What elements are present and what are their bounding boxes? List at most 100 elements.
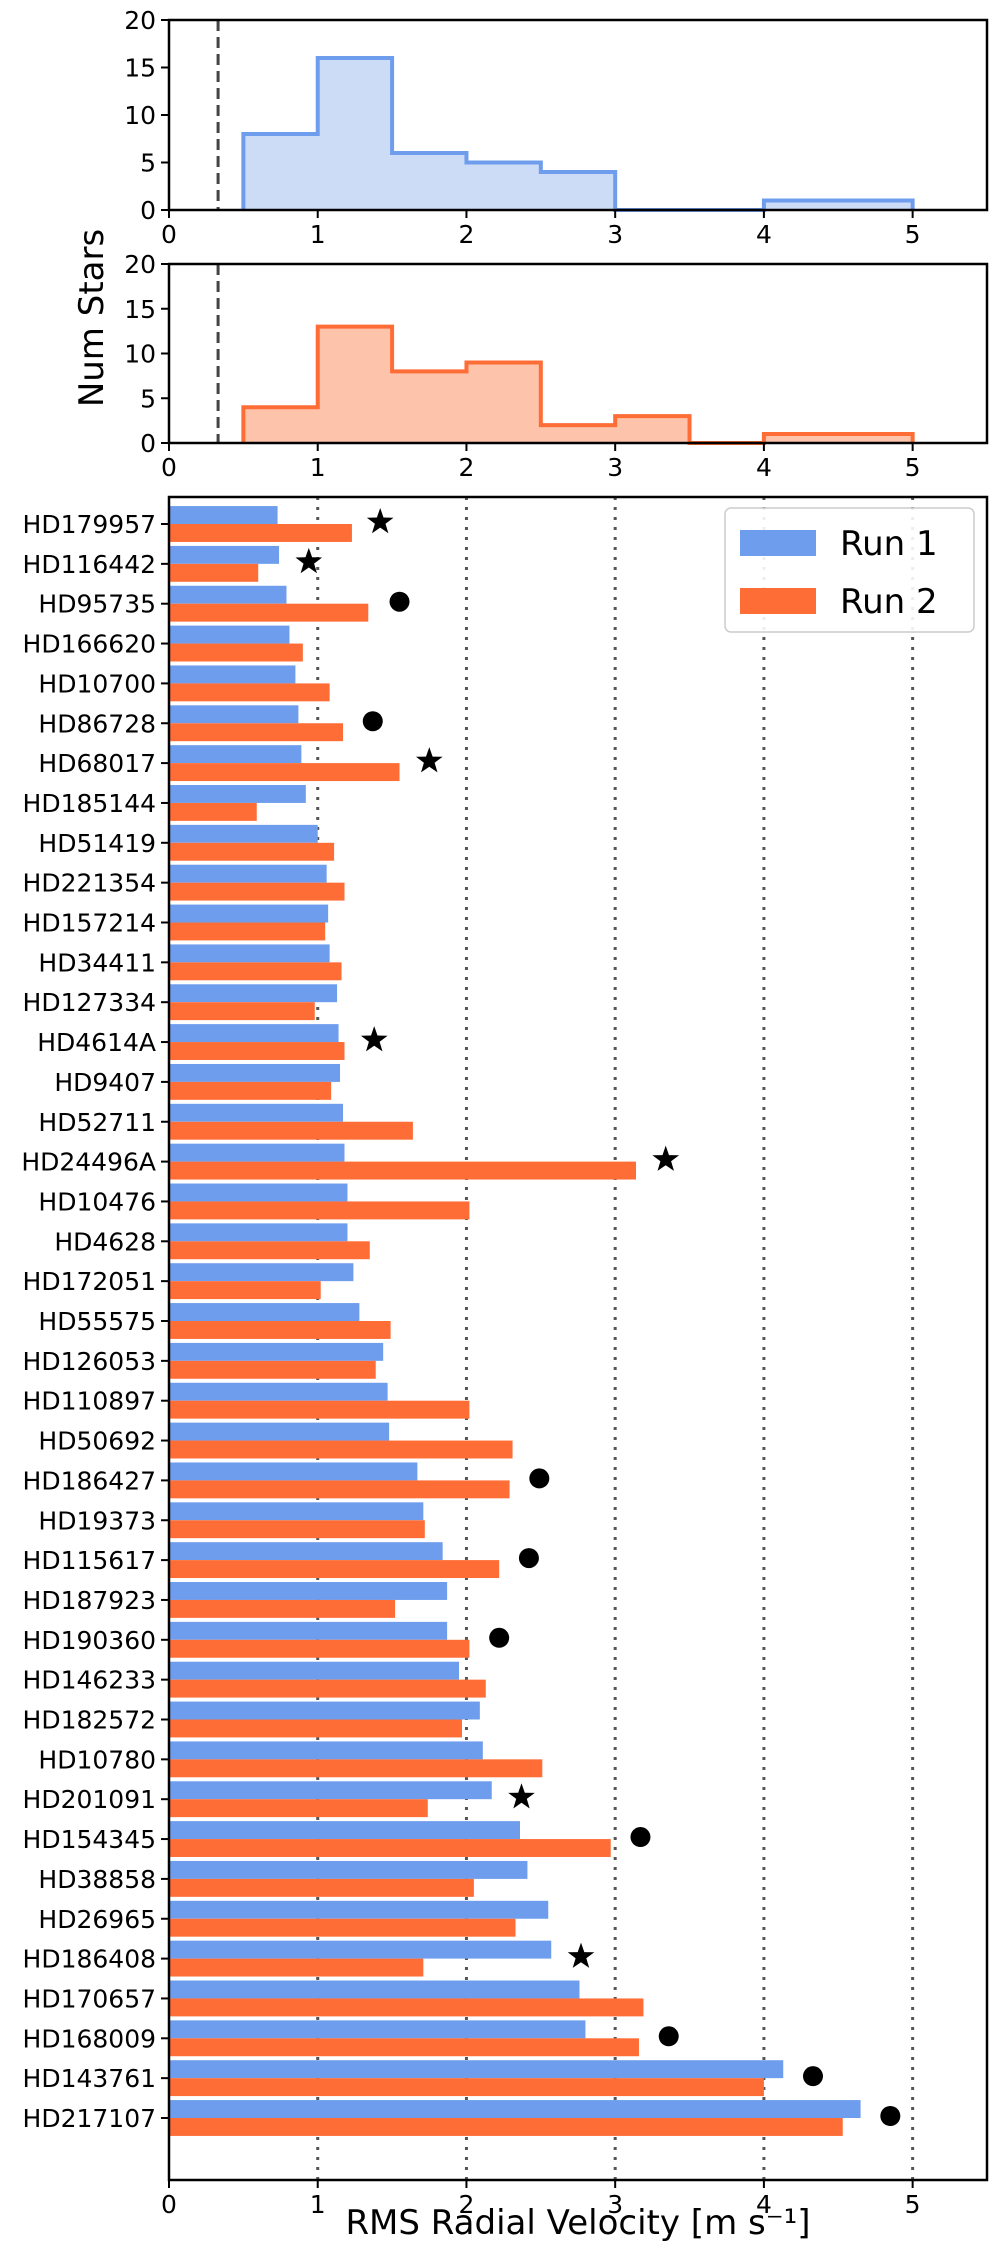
star-name-label: HD143761 <box>23 2064 156 2093</box>
bar-run2 <box>169 1360 376 1379</box>
bar-run1 <box>169 1462 418 1481</box>
histogram-run2: 0 1 2 3 4 5 0 5 10 15 20 <box>124 250 989 482</box>
star-marker <box>652 1145 680 1171</box>
star-name-label: HD168009 <box>23 2024 156 2053</box>
bar-run1 <box>169 1940 552 1959</box>
star-name-label: HD116442 <box>23 550 156 579</box>
star-name-label: HD157214 <box>23 909 156 938</box>
x-tick-label: 1 <box>310 220 326 249</box>
star-name-label: HD186427 <box>23 1466 156 1495</box>
star-marker <box>360 1026 388 1052</box>
bar-run1 <box>169 1821 520 1840</box>
star-name-label: HD185144 <box>23 789 156 818</box>
star-name-label: HD26965 <box>38 1905 156 1934</box>
star-name-label: HD127334 <box>23 988 156 1017</box>
x-tick-label: 1 <box>310 2190 326 2219</box>
x-tick-label: 2 <box>459 220 475 249</box>
star-name-label: HD126053 <box>23 1347 156 1376</box>
bar-run2 <box>169 1281 321 1300</box>
bar-run1 <box>169 1342 384 1361</box>
bar-run1 <box>169 506 278 524</box>
star-name-label: HD201091 <box>23 1785 156 1814</box>
y-tick-label: 0 <box>140 196 156 225</box>
bar-run1 <box>169 1502 424 1521</box>
star-name-label: HD186408 <box>23 1945 156 1974</box>
bar-run1 <box>169 545 280 564</box>
star-name-label: HD187923 <box>23 1586 156 1615</box>
star-name-label: HD50692 <box>38 1427 156 1456</box>
bar-run1 <box>169 1063 341 1082</box>
star-name-label: HD19373 <box>38 1506 156 1535</box>
bar-run2 <box>169 882 345 901</box>
bar-run1 <box>169 1900 549 1919</box>
star-name-label: HD34411 <box>38 948 156 977</box>
histogram-fill <box>243 326 913 443</box>
bar-run1 <box>169 984 338 1003</box>
bar-run2 <box>169 1878 474 1897</box>
star-name-label: HD55575 <box>38 1307 156 1336</box>
star-name-label: HD146233 <box>23 1666 156 1695</box>
bar-run1 <box>169 904 329 923</box>
histogram-outline <box>241 56 915 212</box>
star-name-label: HD51419 <box>38 829 156 858</box>
x-tick-label: 0 <box>161 453 177 482</box>
x-tick-label: 2 <box>459 453 475 482</box>
bar-run2 <box>169 2118 843 2136</box>
x-tick-label: 3 <box>607 2190 623 2219</box>
bar-run2 <box>169 1719 462 1738</box>
x-tick-label: 3 <box>607 220 623 249</box>
star-name-label: HD95735 <box>38 590 156 619</box>
star-name-label: HD115617 <box>23 1546 156 1575</box>
x-tick-label: 4 <box>756 2190 772 2219</box>
x-tick-label: 4 <box>756 220 772 249</box>
bar-run2 <box>169 524 352 542</box>
star-marker <box>508 1783 535 1809</box>
histogram-run1: 0 1 2 3 4 5 0 5 10 15 20 <box>124 6 989 249</box>
circle-marker <box>802 2066 823 2087</box>
star-name-label: HD221354 <box>23 869 156 898</box>
bar-run1 <box>169 2100 861 2118</box>
x-tick-label: 5 <box>905 453 921 482</box>
star-name-label: HD154345 <box>23 1825 156 1854</box>
bar-run1 <box>169 1263 354 1282</box>
bar-run1 <box>169 785 306 803</box>
bar-run2 <box>169 1121 413 1140</box>
bar-run2 <box>169 922 326 941</box>
star-marker <box>366 508 394 534</box>
bar-run1 <box>169 1103 344 1122</box>
star-name-label: HD24496A <box>21 1148 156 1177</box>
bar-run2 <box>169 2038 639 2057</box>
legend-label-run1: Run 1 <box>840 524 938 564</box>
circle-marker <box>518 1548 539 1569</box>
bar-run1 <box>169 824 318 843</box>
bar-run1 <box>169 1303 360 1321</box>
star-name-label: HD4628 <box>54 1227 156 1256</box>
bar-run1 <box>169 944 330 963</box>
bar-run2 <box>169 1560 500 1579</box>
bar-run2 <box>169 1241 370 1260</box>
circle-marker <box>529 1468 550 1489</box>
x-axis-label: RMS Radial Velocity [m s⁻¹] <box>345 2203 810 2243</box>
y-tick-label: 20 <box>124 250 156 279</box>
histogram-fill <box>243 58 913 210</box>
bar-run1 <box>169 1143 345 1162</box>
legend: Run 1 Run 2 <box>724 507 975 633</box>
star-name-label: HD217107 <box>23 2104 156 2133</box>
bar-run2 <box>169 1918 516 1937</box>
legend-label-run2: Run 2 <box>840 582 938 622</box>
bar-run2 <box>169 1081 332 1100</box>
bar-run1 <box>169 1860 528 1879</box>
bar-run1 <box>169 2060 784 2079</box>
bar-run2 <box>169 563 259 582</box>
bar-run2 <box>169 603 369 622</box>
star-name-label: HD182572 <box>23 1706 156 1735</box>
bar-run2 <box>169 763 400 782</box>
circle-marker <box>658 2026 679 2047</box>
star-name-label: HD172051 <box>23 1267 156 1296</box>
star-name-label: HD52711 <box>38 1108 156 1137</box>
y-tick-label: 0 <box>140 429 156 458</box>
bar-run2 <box>169 1400 470 1419</box>
bar-run2 <box>169 1520 425 1539</box>
circle-marker <box>489 1627 510 1648</box>
